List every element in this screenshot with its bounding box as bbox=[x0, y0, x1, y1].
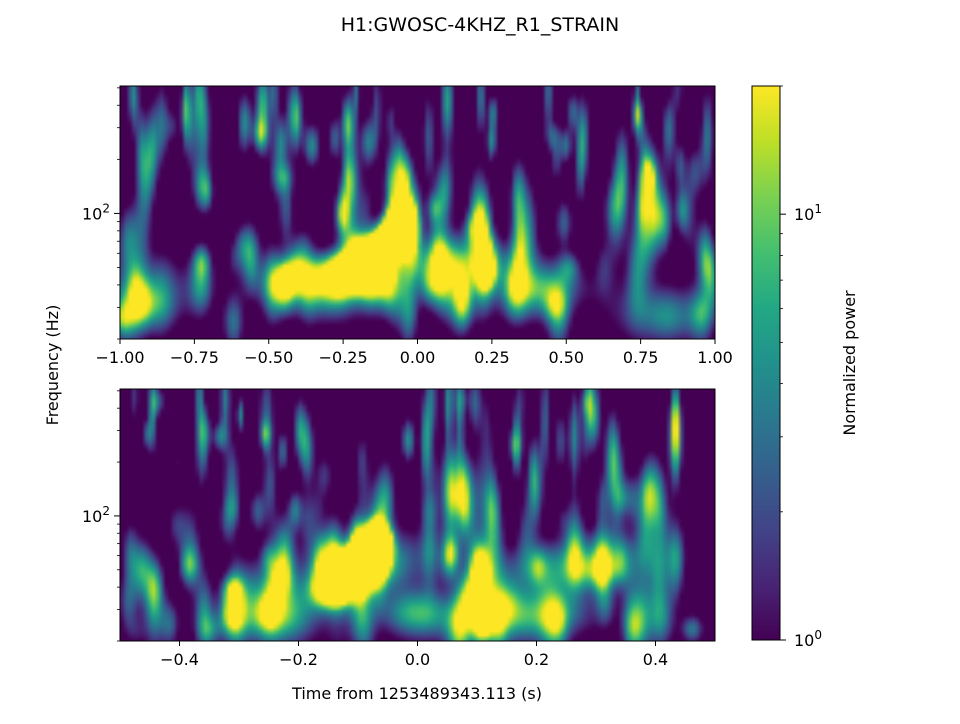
x-tick-label: 0.4 bbox=[643, 650, 668, 669]
x-tick-label: 0.75 bbox=[623, 348, 659, 367]
y-tick-label: 102 bbox=[82, 201, 110, 223]
x-tick-label: 0.00 bbox=[400, 348, 436, 367]
y-axis-label: Frequency (Hz) bbox=[43, 305, 62, 426]
x-tick-label: −0.4 bbox=[160, 650, 199, 669]
x-tick-label: 0.25 bbox=[474, 348, 510, 367]
colorbar: Normalized power 100 101 bbox=[751, 85, 859, 650]
x-tick-label: −0.25 bbox=[319, 348, 368, 367]
x-tick-label: 0.0 bbox=[405, 650, 430, 669]
x-tick-label: 1.00 bbox=[697, 348, 733, 367]
colorbar-label: Normalized power bbox=[840, 290, 859, 436]
x-tick-label: 0.50 bbox=[548, 348, 584, 367]
colorbar-tick-label: 101 bbox=[794, 202, 822, 224]
figure-title: H1:GWOSC-4KHZ_R1_STRAIN bbox=[341, 14, 619, 36]
colorbar-tick-label: 100 bbox=[794, 628, 822, 650]
x-tick-label: −0.75 bbox=[170, 348, 219, 367]
colorbar-gradient bbox=[751, 85, 781, 641]
x-tick-label: −0.2 bbox=[279, 650, 318, 669]
spectrogram-image bbox=[120, 86, 715, 339]
y-tick-label: 102 bbox=[82, 504, 110, 526]
x-tick-label: 0.2 bbox=[524, 650, 549, 669]
top-spectrogram-panel: −1.00 −0.75 −0.50 −0.25 0.00 0.25 0.50 0.75 1.00… bbox=[82, 85, 733, 367]
x-axis-label: Time from 1253489343.113 (s) bbox=[291, 684, 542, 703]
bottom-spectrogram-panel: −0.4 −0.2 0.0 0.2 0.4 102 bbox=[82, 388, 716, 669]
spectrogram-image bbox=[120, 389, 715, 641]
x-tick-label: −0.50 bbox=[244, 348, 293, 367]
x-tick-label: −1.00 bbox=[95, 348, 144, 367]
